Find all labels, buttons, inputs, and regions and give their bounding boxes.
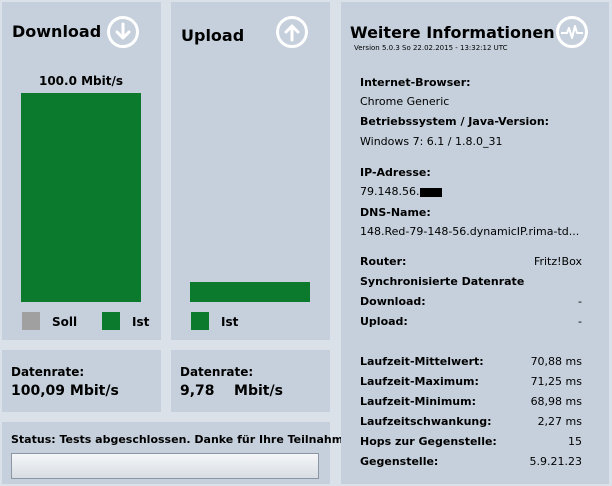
status-panel: Status: Tests abgeschlossen. Danke für I… (2, 422, 356, 484)
dns-label: DNS-Name: (360, 206, 431, 219)
upload-panel: Upload Ist (171, 2, 330, 340)
soll-legend-label: Soll (52, 315, 78, 329)
sync-download-value: - (578, 295, 582, 308)
latency-value: 15 (568, 435, 582, 448)
router-label: Router: (360, 255, 407, 268)
latency-label: Laufzeit-Mittelwert: (360, 355, 484, 368)
upload-rate-value: 9,78 Mbit/s (180, 383, 283, 399)
download-rate-label: Datenrate: (11, 365, 85, 379)
info-panel: Weitere Informationen Version 5.0.3 So 2… (341, 2, 609, 484)
latency-label: Laufzeit-Maximum: (360, 375, 479, 388)
latency-value: 2,27 ms (537, 415, 582, 428)
sync-upload-label: Upload: (360, 315, 408, 328)
status-text: Status: Tests abgeschlossen. Danke für I… (11, 433, 356, 446)
sync-download-label: Download: (360, 295, 426, 308)
ip-value: 79.148.56. (360, 185, 443, 198)
latency-value: 71,25 ms (530, 375, 582, 388)
download-ist-bar (21, 93, 141, 302)
pulse-circle-icon (556, 16, 588, 48)
info-title: Weitere Informationen (350, 23, 555, 42)
download-panel: Download 100.0 Mbit/s Soll Ist (2, 2, 161, 340)
latency-label: Hops zur Gegenstelle: (360, 435, 497, 448)
latency-label: Gegenstelle: (360, 455, 439, 468)
upload-rate-panel: Datenrate: 9,78 Mbit/s (171, 350, 330, 412)
sync-upload-value: - (578, 315, 582, 328)
latency-value: 68,98 ms (530, 395, 582, 408)
browser-value: Chrome Generic (360, 95, 450, 108)
soll-legend-swatch (22, 312, 40, 330)
download-title: Download (12, 22, 102, 41)
upload-title: Upload (181, 26, 245, 45)
ip-redaction (420, 187, 443, 197)
dns-value: 148.Red-79-148-56.dynamicIP.rima-td... (360, 225, 580, 238)
latency-value: 5.9.21.23 (529, 455, 582, 468)
download-rate-value: 100,09 Mbit/s (11, 383, 119, 399)
sync-label: Synchronisierte Datenrate (360, 275, 525, 288)
os-label: Betriebssystem / Java-Version: (360, 115, 550, 128)
arrow-up-circle-icon (276, 16, 308, 48)
router-value: Fritz!Box (533, 255, 582, 268)
latency-label: Laufzeit-Minimum: (360, 395, 476, 408)
arrow-down-circle-icon (107, 16, 139, 48)
download-ist-legend-label: Ist (132, 315, 150, 329)
download-ist-legend-swatch (102, 312, 120, 330)
upload-ist-legend-swatch (191, 312, 209, 330)
latency-label: Laufzeitschwankung: (360, 415, 492, 428)
download-rate-panel: Datenrate: 100,09 Mbit/s (2, 350, 161, 412)
upload-ist-legend-label: Ist (221, 315, 239, 329)
upload-rate-label: Datenrate: (180, 365, 254, 379)
ip-label: IP-Adresse: (360, 166, 431, 179)
progress-bar (11, 453, 319, 479)
latency-value: 70,88 ms (530, 355, 582, 368)
upload-ist-bar (190, 282, 310, 302)
os-value: Windows 7: 6.1 / 1.8.0_31 (360, 135, 503, 148)
download-bar-value-label: 100.0 Mbit/s (38, 74, 124, 88)
ip-value-text: 79.148.56. (360, 185, 420, 198)
version-text: Version 5.0.3 So 22.02.2015 - 13:32:12 U… (354, 44, 508, 52)
browser-label: Internet-Browser: (360, 76, 471, 89)
